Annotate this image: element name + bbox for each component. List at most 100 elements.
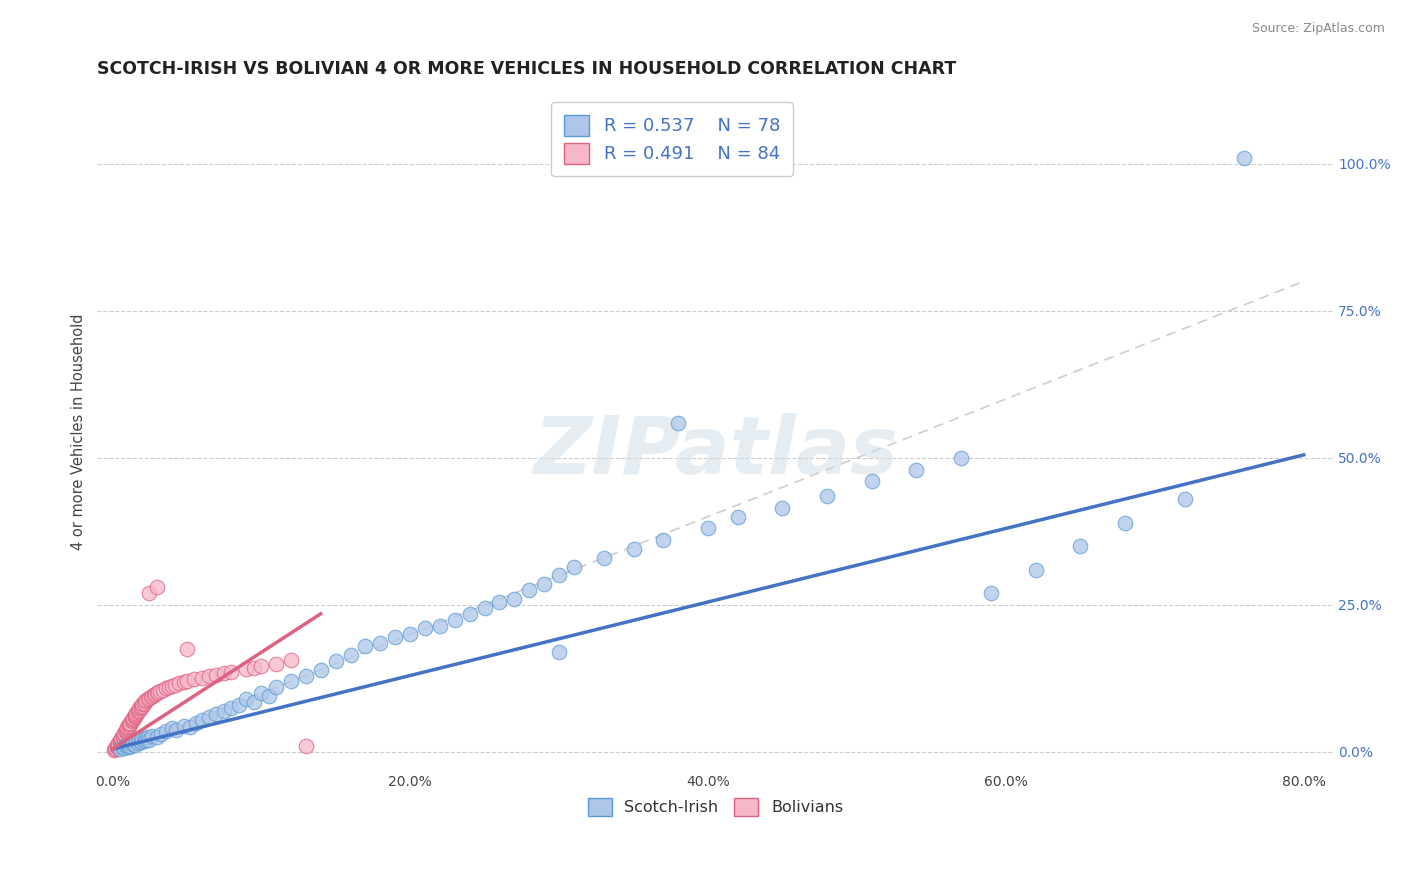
Point (138, 586, 160, 600)
Point (727, 509, 749, 524)
Point (122, 712, 145, 726)
Point (115, 722, 138, 736)
Point (152, 682, 174, 697)
Point (138, 690, 160, 705)
Point (150, 727, 173, 741)
Point (443, 613, 465, 627)
Point (474, 600, 496, 615)
Point (124, 709, 146, 723)
Point (107, 736, 129, 750)
Point (280, 674, 302, 689)
Point (141, 729, 163, 743)
Point (108, 734, 131, 748)
Point (110, 732, 132, 747)
Point (115, 720, 138, 734)
Point (148, 685, 170, 699)
Point (146, 580, 169, 594)
Point (131, 698, 153, 712)
Point (135, 732, 157, 747)
Point (121, 713, 143, 727)
Point (128, 701, 150, 715)
Point (128, 703, 150, 717)
Point (413, 622, 436, 636)
Point (120, 715, 142, 730)
Point (121, 714, 143, 729)
Point (132, 734, 155, 748)
Point (108, 742, 131, 756)
Point (163, 678, 186, 692)
Point (105, 739, 128, 753)
Point (235, 662, 257, 676)
Point (139, 690, 162, 704)
Point (129, 701, 152, 715)
Point (205, 706, 228, 721)
Text: ZIPatlas: ZIPatlas (533, 413, 898, 491)
Point (114, 739, 136, 753)
Point (860, 475, 883, 489)
Point (548, 645, 571, 659)
Point (136, 692, 159, 706)
Point (128, 733, 150, 747)
Text: Source: ZipAtlas.com: Source: ZipAtlas.com (1251, 22, 1385, 36)
Point (169, 676, 191, 690)
Point (155, 724, 177, 739)
Point (772, 500, 794, 515)
Point (114, 723, 136, 738)
Point (132, 697, 155, 711)
Point (235, 692, 257, 706)
Point (111, 729, 134, 743)
Point (623, 541, 645, 556)
Point (125, 734, 148, 748)
Point (125, 706, 148, 720)
Point (190, 713, 212, 727)
Point (250, 686, 273, 700)
Point (533, 577, 555, 591)
Point (652, 533, 675, 548)
Point (124, 709, 146, 723)
Point (517, 583, 540, 598)
Point (146, 686, 169, 700)
Point (120, 739, 142, 753)
Point (950, 450, 973, 465)
Point (107, 737, 129, 751)
Point (212, 704, 235, 718)
Point (117, 739, 139, 754)
Point (173, 718, 195, 732)
Point (250, 658, 273, 673)
Point (212, 666, 235, 681)
Point (112, 727, 135, 741)
Point (179, 720, 201, 734)
Point (165, 723, 187, 737)
Point (399, 627, 422, 641)
Point (122, 711, 145, 725)
Point (309, 663, 332, 677)
Point (325, 654, 347, 668)
Point (124, 707, 146, 722)
Point (221, 665, 243, 679)
Y-axis label: 4 or more Vehicles in Household: 4 or more Vehicles in Household (72, 313, 86, 549)
Point (112, 741, 135, 756)
Point (110, 731, 132, 746)
Legend: Scotch-Irish, Bolivians: Scotch-Irish, Bolivians (581, 791, 849, 822)
Point (354, 639, 377, 653)
Point (145, 687, 167, 701)
Point (135, 693, 157, 707)
Point (176, 642, 198, 657)
Point (107, 738, 129, 752)
Point (160, 722, 183, 736)
Point (149, 683, 172, 698)
Point (114, 723, 136, 738)
Point (697, 521, 720, 535)
Point (108, 735, 131, 749)
Point (184, 715, 207, 730)
Text: SCOTCH-IRISH VS BOLIVIAN 4 OR MORE VEHICLES IN HOUSEHOLD CORRELATION CHART: SCOTCH-IRISH VS BOLIVIAN 4 OR MORE VEHIC… (97, 60, 956, 78)
Point (1174, 491, 1197, 506)
Point (295, 668, 318, 682)
Point (136, 731, 159, 745)
Point (1069, 539, 1091, 553)
Point (129, 735, 152, 749)
Point (183, 672, 205, 686)
Point (121, 737, 143, 751)
Point (104, 740, 127, 755)
Point (108, 734, 131, 748)
